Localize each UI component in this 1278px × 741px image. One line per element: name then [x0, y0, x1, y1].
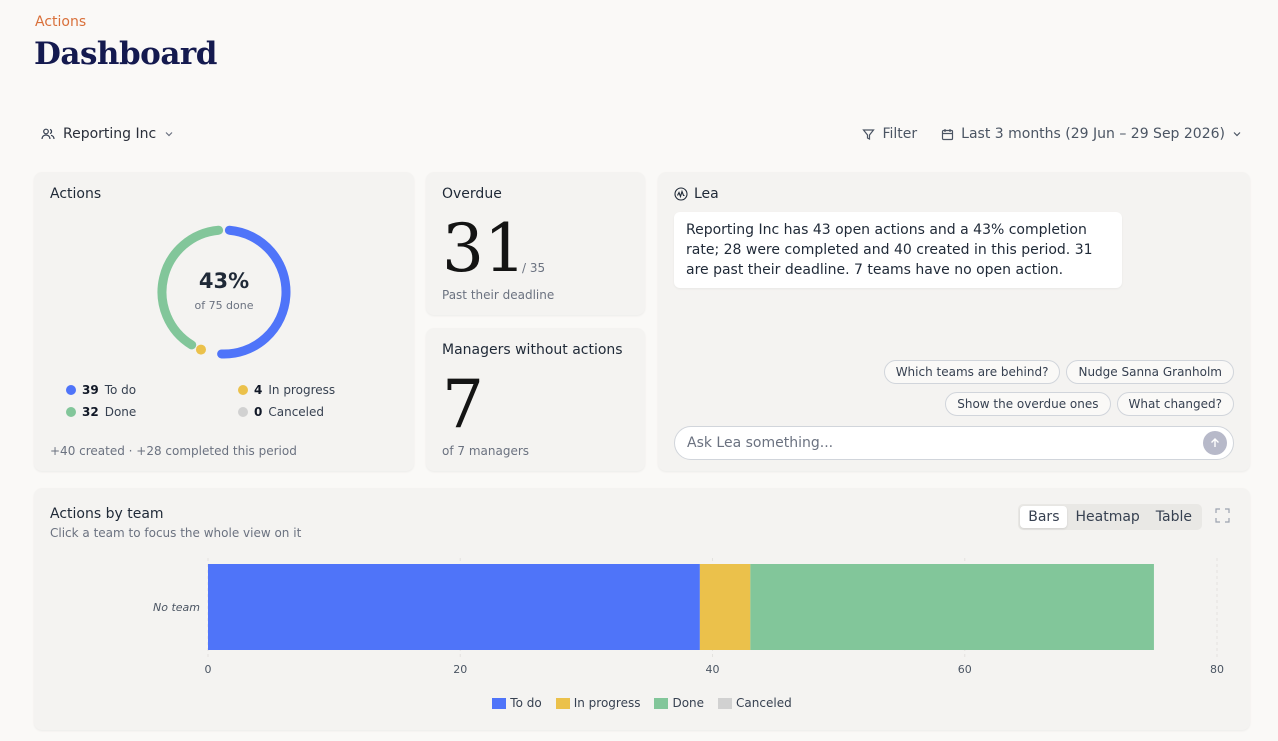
page-title: Dashboard: [34, 36, 217, 72]
bar-segment-to-do[interactable]: [208, 564, 700, 650]
suggestion-chip[interactable]: Show the overdue ones: [945, 392, 1111, 416]
filter-icon: [862, 128, 876, 141]
date-range-label: Last 3 months (29 Jun – 29 Sep 2026): [961, 126, 1225, 142]
actions-period-summary: +40 created · +28 completed this period: [50, 444, 297, 458]
filter-label: Filter: [882, 126, 918, 142]
arrow-up-icon: [1211, 438, 1219, 447]
legend-series-name: In progress: [573, 696, 641, 710]
legend-count: 39: [82, 383, 99, 397]
org-name: Reporting Inc: [63, 126, 157, 142]
x-tick-label: 80: [1210, 663, 1224, 676]
view-bars-button[interactable]: Bars: [1020, 506, 1068, 528]
overdue-card[interactable]: Overdue 31 / 35 Past their deadline: [426, 172, 645, 315]
managers-footer: of 7 managers: [442, 444, 530, 458]
x-tick-label: 60: [958, 663, 972, 676]
legend-swatch: [555, 697, 570, 709]
legend-item-canceled: 0 Canceled: [238, 405, 398, 419]
breadcrumb[interactable]: Actions: [35, 14, 87, 30]
filter-button[interactable]: Filter: [862, 126, 917, 142]
legend-dot: [66, 385, 76, 395]
legend-series-name: To do: [510, 696, 542, 710]
lea-assistant-card: Lea Reporting Inc has 43 open actions an…: [658, 172, 1250, 471]
managers-card-title: Managers without actions: [442, 342, 623, 358]
bar-segment-in-progress[interactable]: [699, 564, 751, 650]
completion-percentage: 43%: [198, 269, 250, 293]
assistant-icon: [674, 187, 688, 201]
donut-segment-done: [157, 225, 224, 350]
legend-swatch: [654, 697, 669, 709]
chevron-down-icon: [164, 129, 174, 139]
ask-lea-input[interactable]: [687, 435, 1203, 451]
managers-card[interactable]: Managers without actions 7 of 7 managers: [426, 328, 645, 471]
legend-item-in-progress: 4 In progress: [238, 383, 398, 397]
chart-legend: To do In progress Done Canceled: [34, 696, 1250, 710]
actions-by-team-chart: 0 20 40 60 80 No team: [153, 558, 1224, 676]
x-tick-label: 0: [205, 663, 212, 676]
legend-series-name: Canceled: [736, 696, 792, 710]
x-tick-label: 40: [706, 663, 720, 676]
category-label[interactable]: No team: [153, 601, 200, 614]
x-tick-label: 20: [453, 663, 467, 676]
legend-label: In progress: [268, 383, 336, 397]
chevron-down-icon: [1232, 129, 1242, 139]
legend-label: Done: [104, 405, 137, 419]
legend-item-done: 32 Done: [66, 405, 238, 419]
legend-series-name: Done: [672, 696, 705, 710]
legend-label: To do: [104, 383, 137, 397]
chart-legend-item[interactable]: Done: [654, 696, 704, 710]
chart-legend-item[interactable]: In progress: [555, 696, 641, 710]
overdue-footer: Past their deadline: [442, 288, 555, 302]
legend-item-todo: 39 To do: [66, 383, 238, 397]
overdue-total: / 35: [522, 261, 546, 275]
actions-legend: 39 To do 4 In progress 32 Done 0 Cancele…: [66, 383, 396, 419]
legend-count: 32: [82, 405, 99, 419]
legend-swatch: [492, 697, 507, 709]
send-button[interactable]: [1203, 431, 1227, 455]
actions-card-title: Actions: [50, 186, 102, 202]
suggestion-chips: Which teams are behind? Nudge Sanna Gran…: [714, 360, 1234, 416]
team-chart-subtitle: Click a team to focus the whole view on …: [50, 526, 302, 540]
legend-dot: [238, 407, 248, 417]
bar-segment-done[interactable]: [750, 564, 1154, 650]
legend-count: 0: [254, 405, 263, 419]
chart-legend-item[interactable]: Canceled: [718, 696, 792, 710]
completion-subtitle: of 75 done: [194, 299, 254, 312]
actions-donut-chart: [157, 225, 291, 359]
view-heatmap-button[interactable]: Heatmap: [1075, 509, 1140, 525]
donut-segment-in-progress: [195, 344, 206, 355]
suggestion-chip[interactable]: Nudge Sanna Granholm: [1066, 360, 1234, 384]
chart-legend-item[interactable]: To do: [492, 696, 542, 710]
calendar-icon: [941, 128, 954, 141]
assistant-message: Reporting Inc has 43 open actions and a …: [674, 212, 1122, 288]
suggestion-chip[interactable]: What changed?: [1116, 392, 1234, 416]
actions-by-team-card: 0 20 40 60 80 No team Actions by team Click a…: [34, 488, 1250, 730]
suggestion-chip[interactable]: Which teams are behind?: [883, 360, 1061, 384]
overdue-count: 31: [442, 210, 526, 287]
assistant-name: Lea: [694, 186, 719, 202]
ask-lea-field: [674, 426, 1234, 460]
view-toggle: Bars Heatmap Table: [1018, 504, 1202, 530]
view-table-button[interactable]: Table: [1155, 509, 1192, 525]
people-icon: [41, 127, 55, 141]
expand-icon[interactable]: [1215, 508, 1230, 523]
legend-dot: [238, 385, 248, 395]
legend-swatch: [718, 697, 733, 709]
legend-count: 4: [254, 383, 263, 397]
org-selector[interactable]: Reporting Inc: [41, 126, 174, 142]
overdue-card-title: Overdue: [442, 186, 502, 202]
date-range-selector[interactable]: Last 3 months (29 Jun – 29 Sep 2026): [941, 126, 1242, 142]
team-chart-title: Actions by team: [50, 506, 164, 522]
actions-card: Actions 43% of 75 done 39 To do 4 In pro…: [34, 172, 414, 471]
legend-dot: [66, 407, 76, 417]
legend-label: Canceled: [268, 405, 325, 419]
donut-segment-todo: [217, 225, 291, 359]
managers-count: 7: [442, 366, 484, 443]
